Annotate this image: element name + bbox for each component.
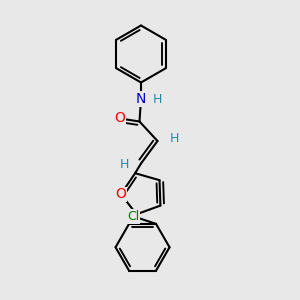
- Text: Cl: Cl: [128, 210, 140, 223]
- Text: N: N: [136, 92, 146, 106]
- Text: H: H: [169, 131, 179, 145]
- Text: O: O: [115, 112, 125, 125]
- Text: H: H: [153, 92, 162, 106]
- Text: H: H: [120, 158, 129, 172]
- Text: O: O: [116, 187, 126, 201]
